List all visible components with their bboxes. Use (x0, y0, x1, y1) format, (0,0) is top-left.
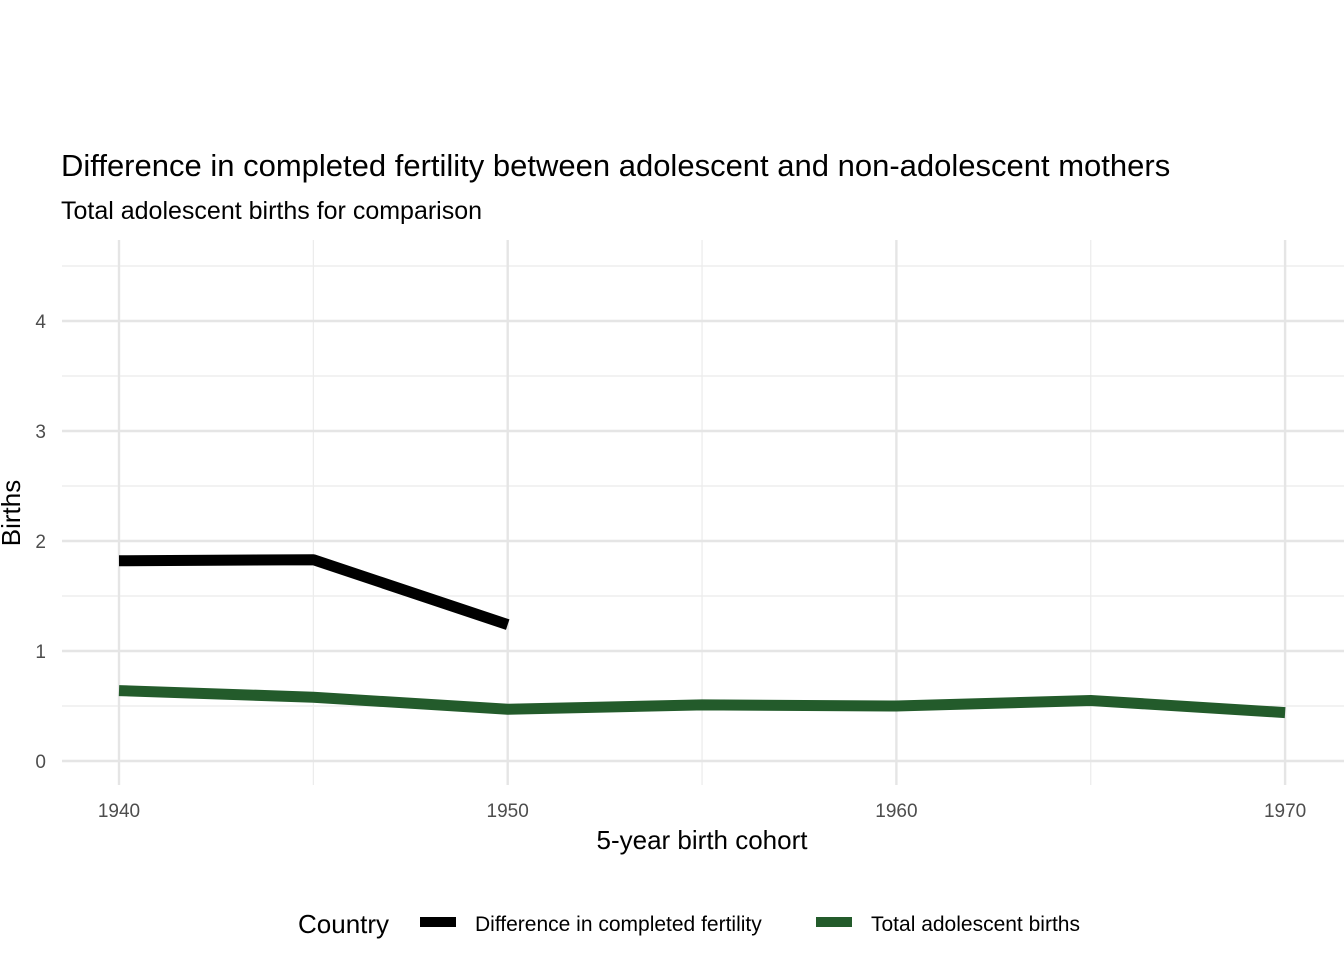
legend-key-difference (420, 917, 456, 927)
axis-ticks: 0 1 2 3 4 1940 1950 1960 1970 (35, 312, 1306, 822)
x-tick-label: 1960 (875, 801, 917, 822)
legend: Country Difference in completed fertilit… (298, 909, 1080, 939)
legend-label-total: Total adolescent births (871, 913, 1080, 936)
y-tick-label: 3 (35, 422, 46, 443)
legend-key-total (816, 917, 852, 927)
x-tick-label: 1950 (487, 801, 529, 822)
y-tick-label: 4 (35, 312, 46, 333)
series-lines (118, 554, 1286, 719)
series-line-1 (118, 685, 1286, 719)
chart-subtitle: Total adolescent births for comparison (61, 197, 482, 225)
legend-title: Country (298, 909, 389, 939)
chart-title: Difference in completed fertility betwee… (61, 148, 1170, 183)
series-line-0 (118, 554, 510, 630)
legend-label-difference: Difference in completed fertility (475, 913, 762, 936)
x-tick-label: 1970 (1264, 801, 1306, 822)
x-tick-label: 1940 (98, 801, 140, 822)
y-tick-label: 0 (35, 752, 46, 773)
y-axis-title: Births (0, 480, 26, 546)
y-tick-label: 1 (35, 642, 46, 663)
x-axis-title: 5-year birth cohort (597, 825, 809, 855)
y-tick-label: 2 (35, 532, 46, 553)
